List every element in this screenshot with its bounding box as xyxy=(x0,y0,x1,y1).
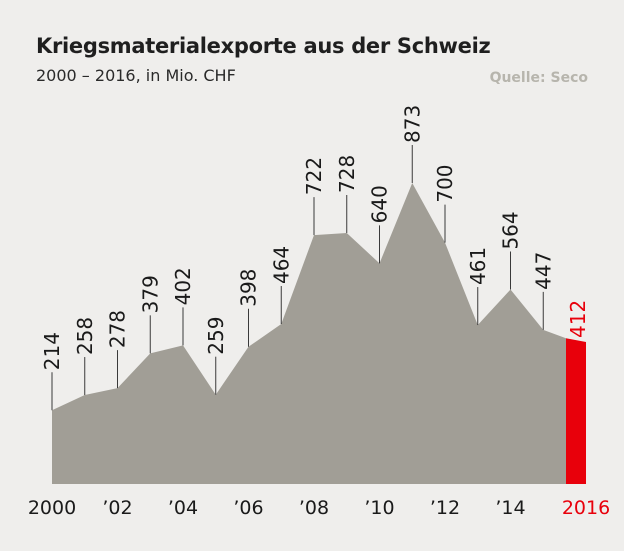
value-label-2014: 564 xyxy=(499,211,523,249)
x-tick-label-2004: ’04 xyxy=(168,497,198,519)
area-series xyxy=(52,183,566,484)
x-tick-label-2016: 2016 xyxy=(562,497,610,519)
x-tick-label-2012: ’12 xyxy=(430,497,460,519)
value-label-2003: 379 xyxy=(138,275,162,313)
value-label-2008: 722 xyxy=(302,157,326,195)
x-axis-ticks: 2000 ’02 ’04 ’06 ’08 ’10 ’12 ’14 2016 xyxy=(28,497,610,519)
value-label-2012: 700 xyxy=(433,164,457,202)
highlight-area-2016 xyxy=(566,338,586,484)
x-tick-label-2014: ’14 xyxy=(495,497,525,519)
x-tick-label-2006: ’06 xyxy=(233,497,263,519)
value-label-2013: 461 xyxy=(466,247,490,285)
value-labels: 214 258 278 379 402 259 398 464 722 728 640 873 700 4… xyxy=(40,105,590,370)
value-label-2009: 728 xyxy=(335,155,359,193)
x-tick-label-2000: 2000 xyxy=(28,497,76,519)
value-label-2002: 278 xyxy=(106,310,130,348)
value-label-2000: 214 xyxy=(40,332,64,370)
value-label-2005: 259 xyxy=(204,317,228,355)
value-label-2006: 398 xyxy=(237,269,261,307)
x-tick-label-2008: ’08 xyxy=(299,497,329,519)
value-label-2004: 402 xyxy=(171,267,195,305)
x-tick-label-2010: ’10 xyxy=(364,497,394,519)
chart-title: Kriegsmaterialexporte aus der Schweiz xyxy=(36,34,491,58)
source-note: Quelle: Seco xyxy=(489,70,588,86)
chart-subtitle: 2000 – 2016, in Mio. CHF xyxy=(36,66,236,85)
value-label-2010: 640 xyxy=(368,185,392,223)
x-tick-label-2002: ’02 xyxy=(102,497,132,519)
value-label-2001: 258 xyxy=(73,317,97,355)
value-label-2011: 873 xyxy=(400,105,424,143)
leader-lines xyxy=(51,145,544,411)
value-label-2015: 447 xyxy=(531,252,555,290)
value-label-2007: 464 xyxy=(269,246,293,284)
area-layer xyxy=(52,183,586,484)
value-label-2016: 412 xyxy=(566,300,590,338)
